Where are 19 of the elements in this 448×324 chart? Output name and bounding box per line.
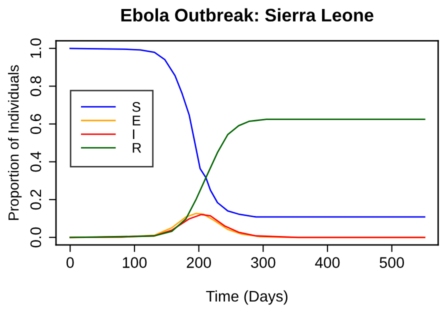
x-axis-title: Time (Days) [206, 290, 288, 305]
legend-label: R [132, 143, 142, 153]
legend-label: E [132, 116, 140, 126]
x-tick-label: 0 [66, 257, 74, 268]
x-tick-label: 200 [186, 257, 211, 268]
y-tick-label: 0.2 [30, 190, 42, 210]
legend-label: I [132, 129, 134, 140]
y-axis-title: Proportion of Individuals [8, 65, 22, 220]
chart-title: Ebola Outbreak: Sierra Leone [121, 8, 374, 22]
x-tick-label: 500 [380, 257, 404, 268]
legend-label: S [132, 102, 140, 112]
x-tick-label: 400 [315, 257, 340, 268]
x-tick-label: 100 [122, 257, 147, 268]
y-tick-label: 0.6 [30, 114, 42, 134]
y-tick-label: 1.0 [30, 38, 42, 58]
x-tick-label: 300 [250, 257, 276, 268]
y-tick-label: 0.8 [30, 76, 42, 96]
y-tick-label: 0.0 [30, 227, 42, 248]
y-tick-label: 0.4 [30, 152, 42, 172]
